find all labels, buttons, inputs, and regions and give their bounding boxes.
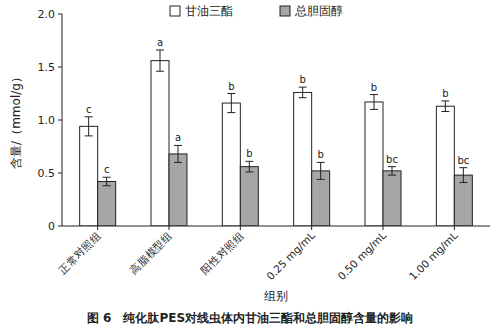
legend-label: 甘油三酯 bbox=[185, 4, 233, 18]
error-bar bbox=[245, 161, 253, 172]
chart: 00.51.01.52.0cabbbbcabbbcbc正常对照组高脂模型组阳性对… bbox=[0, 0, 500, 330]
bars bbox=[80, 50, 473, 226]
error-bar bbox=[85, 117, 93, 136]
significance-letter: bc bbox=[386, 154, 398, 165]
bar bbox=[436, 106, 454, 226]
significance-letter: b bbox=[371, 82, 377, 93]
significance-letter: b bbox=[442, 88, 448, 99]
significance-letter: b bbox=[228, 81, 234, 92]
error-bar bbox=[459, 168, 467, 183]
bar bbox=[240, 167, 258, 226]
legend-label: 总胆固醇 bbox=[294, 4, 343, 18]
bar bbox=[222, 103, 240, 226]
error-bar bbox=[441, 101, 449, 112]
error-bar bbox=[103, 177, 111, 185]
x-tick bbox=[311, 226, 312, 230]
error-bar bbox=[388, 167, 396, 175]
significance-letter: a bbox=[157, 37, 163, 48]
error-bar bbox=[174, 145, 182, 162]
y-tick-label: 1.5 bbox=[38, 61, 56, 74]
x-tick bbox=[454, 226, 455, 230]
significance-letter: c bbox=[86, 104, 92, 115]
x-tick-label: 阳性对照组 bbox=[198, 229, 245, 276]
x-axis bbox=[62, 226, 490, 227]
x-tick-label: 高脂模型组 bbox=[127, 229, 174, 276]
error-bar bbox=[370, 95, 378, 110]
x-tick-label: 正常对照组 bbox=[56, 229, 103, 276]
bar bbox=[365, 102, 383, 226]
bar bbox=[80, 126, 98, 226]
title: 图 6 纯化肽PES对线虫体内甘油三酯和总胆固醇含量的影响 bbox=[87, 311, 413, 325]
y-tick-label: 0.5 bbox=[38, 167, 56, 180]
y-tick-label: 1.0 bbox=[38, 114, 56, 127]
y-tick-label: 0 bbox=[48, 220, 55, 233]
y-tick bbox=[58, 120, 62, 121]
significance-letter: bc bbox=[457, 155, 469, 166]
bar bbox=[151, 61, 169, 226]
significance-letter: b bbox=[317, 149, 323, 160]
legend-swatch bbox=[170, 6, 180, 16]
error-bar bbox=[299, 87, 307, 98]
y-axis-label: 含量/（mmol/g） bbox=[9, 71, 23, 169]
significance-letter: b bbox=[246, 148, 252, 159]
bar bbox=[294, 92, 312, 226]
x-tick bbox=[97, 226, 98, 230]
y-tick bbox=[58, 226, 62, 227]
x-tick-label: 0.25 mg/mL bbox=[264, 229, 317, 282]
x-tick-label: 0.50 mg/mL bbox=[335, 229, 388, 282]
x-tick-label: 1.00 mg/mL bbox=[407, 229, 460, 282]
significance-letter: a bbox=[175, 132, 181, 143]
x-tick bbox=[169, 226, 170, 230]
significance-letter: b bbox=[299, 74, 305, 85]
bar bbox=[98, 181, 116, 226]
error-bar bbox=[227, 94, 235, 113]
legend-swatch bbox=[280, 6, 290, 16]
bar bbox=[383, 171, 401, 226]
error-bar bbox=[156, 50, 164, 71]
x-tick bbox=[383, 226, 384, 230]
y-tick bbox=[58, 67, 62, 68]
x-tick bbox=[240, 226, 241, 230]
x-axis-label: 组别 bbox=[264, 289, 288, 303]
bar bbox=[169, 154, 187, 226]
y-tick bbox=[58, 14, 62, 15]
error-bar bbox=[317, 162, 325, 179]
y-tick-label: 2.0 bbox=[38, 8, 56, 21]
y-tick bbox=[58, 173, 62, 174]
y-axis bbox=[62, 14, 63, 226]
significance-letter: c bbox=[104, 164, 110, 175]
